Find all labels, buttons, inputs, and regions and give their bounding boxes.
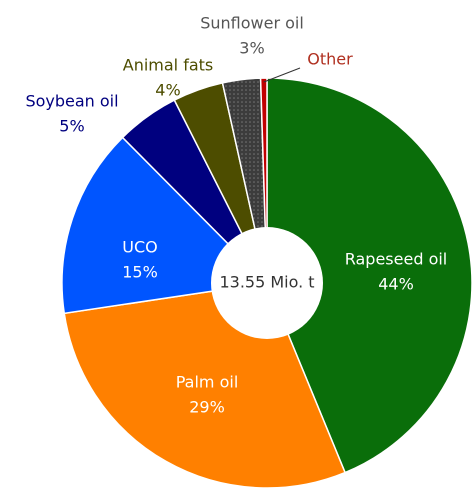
value-label: 15%: [122, 263, 158, 282]
donut-hole: [211, 227, 323, 339]
slice: [266, 77, 473, 474]
value-label: 5%: [59, 117, 84, 136]
center-label: 13.55 Mio. t: [219, 273, 314, 292]
slice-label: Animal fats: [123, 56, 214, 75]
slice-label: Sunflower oil: [200, 14, 304, 33]
slice-label: UCO: [122, 238, 157, 257]
value-label: 3%: [239, 39, 264, 58]
slice-label: Soybean oil: [25, 92, 118, 111]
slice-label: Palm oil: [176, 373, 239, 392]
value-label: 29%: [189, 398, 225, 417]
slice-label: Rapeseed oil: [345, 250, 448, 269]
value-label: 44%: [378, 275, 414, 294]
value-label: 4%: [155, 81, 180, 100]
slice-label: Other: [307, 50, 353, 69]
leader-line: [263, 67, 301, 83]
